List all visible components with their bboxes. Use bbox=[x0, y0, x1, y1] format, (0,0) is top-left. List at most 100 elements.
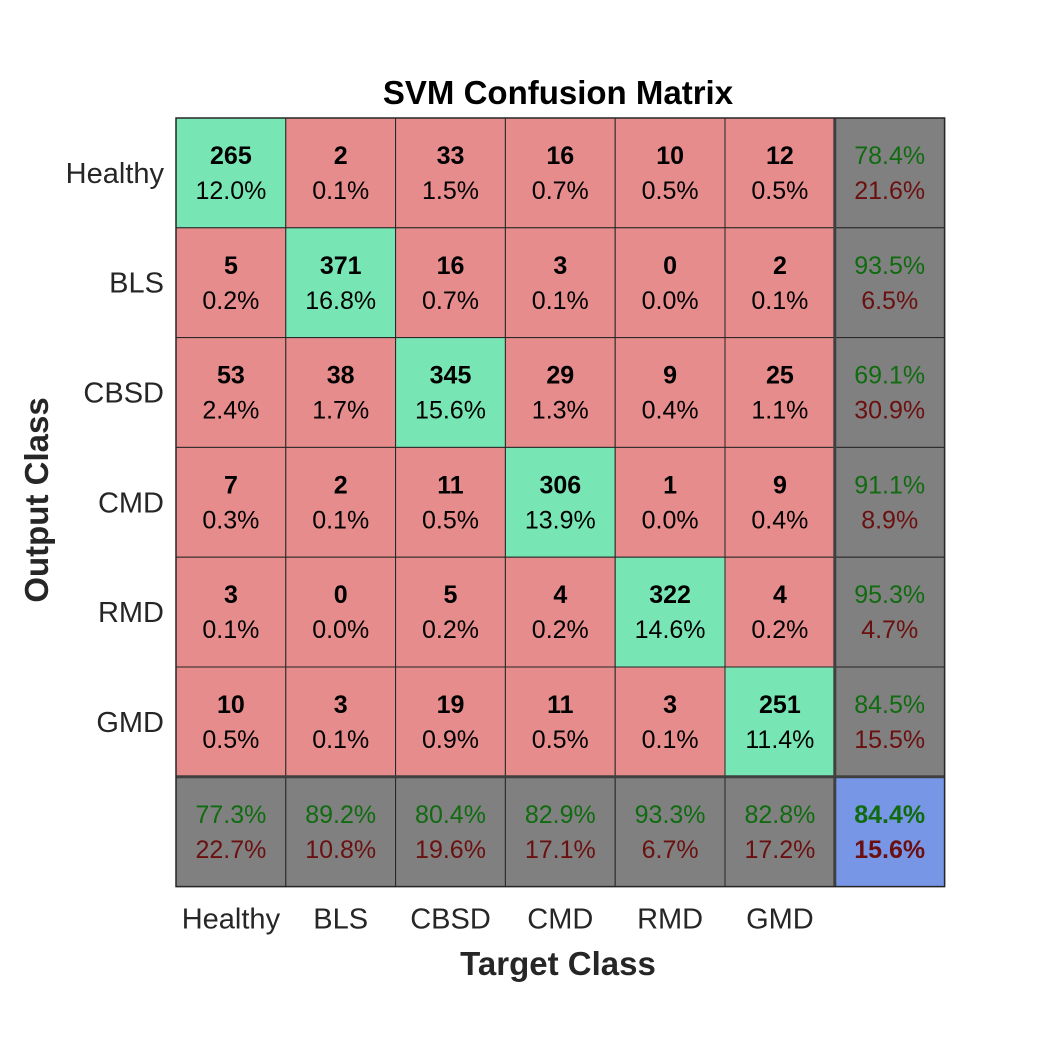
cell-percent: 11.4% bbox=[745, 726, 814, 754]
cell-percent: 0.3% bbox=[202, 506, 259, 534]
column-error: 10.8% bbox=[305, 836, 376, 864]
column-error: 19.6% bbox=[415, 836, 486, 864]
column-error: 22.7% bbox=[195, 836, 266, 864]
cell-percent: 14.6% bbox=[635, 616, 706, 644]
cell-percent: 1.5% bbox=[422, 177, 479, 205]
x-tick-label: Healthy bbox=[182, 904, 281, 936]
row-summary-cell bbox=[834, 666, 946, 778]
cell-count: 3 bbox=[224, 581, 238, 609]
diagonal-cell bbox=[724, 666, 836, 778]
off-diagonal-cell bbox=[175, 227, 287, 339]
column-summary-cell bbox=[285, 776, 397, 888]
x-tick-label: GMD bbox=[746, 904, 814, 936]
off-diagonal-cell bbox=[504, 666, 616, 778]
off-diagonal-cell bbox=[175, 556, 287, 668]
off-diagonal-cell bbox=[724, 446, 836, 558]
column-summary-cell bbox=[504, 776, 616, 888]
cell-count: 10 bbox=[217, 691, 245, 719]
cell-count: 53 bbox=[217, 362, 245, 390]
column-recall: 93.3% bbox=[635, 801, 706, 829]
cell-count: 3 bbox=[334, 691, 348, 719]
y-tick-label: GMD bbox=[96, 707, 164, 739]
cell-count: 0 bbox=[334, 581, 348, 609]
cell-percent: 0.1% bbox=[751, 287, 808, 315]
cell-count: 251 bbox=[759, 691, 801, 719]
cell-percent: 0.1% bbox=[642, 726, 699, 754]
cell-count: 7 bbox=[224, 471, 238, 499]
off-diagonal-cell bbox=[285, 117, 397, 229]
off-diagonal-cell bbox=[285, 556, 397, 668]
off-diagonal-cell bbox=[175, 666, 287, 778]
off-diagonal-cell bbox=[395, 446, 506, 558]
cell-count: 33 bbox=[437, 142, 465, 170]
cell-count: 306 bbox=[539, 471, 581, 499]
matrix-border bbox=[175, 117, 946, 888]
cell-count: 25 bbox=[766, 362, 794, 390]
cell-percent: 0.0% bbox=[642, 506, 699, 534]
off-diagonal-cell bbox=[175, 337, 287, 448]
cell-percent: 0.5% bbox=[532, 726, 589, 754]
cell-percent: 0.4% bbox=[751, 506, 808, 534]
diagonal-cell bbox=[614, 556, 726, 668]
cell-count: 9 bbox=[773, 471, 787, 499]
column-recall: 82.8% bbox=[744, 801, 815, 829]
off-diagonal-cell bbox=[724, 227, 836, 339]
cell-count: 2 bbox=[334, 142, 348, 170]
y-tick-label: Healthy bbox=[66, 158, 165, 190]
column-summary-cell bbox=[175, 776, 287, 888]
cell-percent: 12.0% bbox=[195, 177, 266, 205]
y-tick-label: CMD bbox=[98, 487, 164, 519]
y-axis-label: Output Class bbox=[18, 397, 55, 602]
cell-percent: 0.2% bbox=[422, 616, 479, 644]
overall-accuracy: 84.4% bbox=[854, 801, 925, 829]
cell-percent: 0.7% bbox=[532, 177, 589, 205]
cell-percent: 0.4% bbox=[642, 397, 699, 425]
row-precision: 91.1% bbox=[854, 471, 925, 499]
cell-count: 0 bbox=[663, 252, 677, 280]
x-tick-label: RMD bbox=[637, 904, 703, 936]
cell-count: 11 bbox=[437, 471, 464, 499]
x-tick-label: BLS bbox=[313, 904, 368, 936]
cell-count: 2 bbox=[334, 471, 348, 499]
off-diagonal-cell bbox=[504, 556, 616, 668]
row-summary-cell bbox=[834, 117, 946, 229]
y-tick-label: BLS bbox=[109, 268, 164, 300]
cell-count: 5 bbox=[444, 581, 458, 609]
cell-percent: 0.5% bbox=[422, 506, 479, 534]
chart-title: SVM Confusion Matrix bbox=[383, 74, 734, 111]
cell-percent: 0.1% bbox=[312, 506, 369, 534]
x-tick-label: CBSD bbox=[410, 904, 491, 936]
row-error: 21.6% bbox=[854, 177, 925, 205]
cell-percent: 0.2% bbox=[202, 287, 259, 315]
cell-count: 371 bbox=[320, 252, 362, 280]
cell-percent: 0.5% bbox=[642, 177, 699, 205]
cell-count: 5 bbox=[224, 252, 238, 280]
cell-count: 345 bbox=[430, 362, 472, 390]
row-precision: 93.5% bbox=[854, 252, 925, 280]
column-recall: 89.2% bbox=[305, 801, 376, 829]
cell-percent: 0.1% bbox=[532, 287, 589, 315]
column-recall: 82.9% bbox=[525, 801, 596, 829]
cell-percent: 0.9% bbox=[422, 726, 479, 754]
off-diagonal-cell bbox=[504, 227, 616, 339]
y-tick-labels: Healthy BLS CBSD CMD RMD GMD bbox=[66, 158, 165, 739]
cell-percent: 0.0% bbox=[312, 616, 369, 644]
x-tick-labels: Healthy BLS CBSD CMD RMD GMD bbox=[182, 904, 814, 936]
cell-percent: 2.4% bbox=[202, 397, 259, 425]
row-error: 4.7% bbox=[861, 616, 918, 644]
cell-count: 265 bbox=[210, 142, 252, 170]
row-summary-cell bbox=[834, 337, 946, 448]
diagonal-cell bbox=[175, 117, 287, 229]
off-diagonal-cell bbox=[724, 556, 836, 668]
off-diagonal-cell bbox=[614, 666, 726, 778]
cell-percent: 0.5% bbox=[202, 726, 259, 754]
cell-percent: 0.2% bbox=[532, 616, 589, 644]
row-summary-cell bbox=[834, 446, 946, 558]
row-error: 15.5% bbox=[854, 726, 925, 754]
cell-percent: 1.7% bbox=[312, 397, 369, 425]
cell-percent: 1.1% bbox=[751, 397, 808, 425]
column-error: 17.2% bbox=[744, 836, 815, 864]
row-error: 30.9% bbox=[854, 397, 925, 425]
cell-count: 3 bbox=[663, 691, 677, 719]
